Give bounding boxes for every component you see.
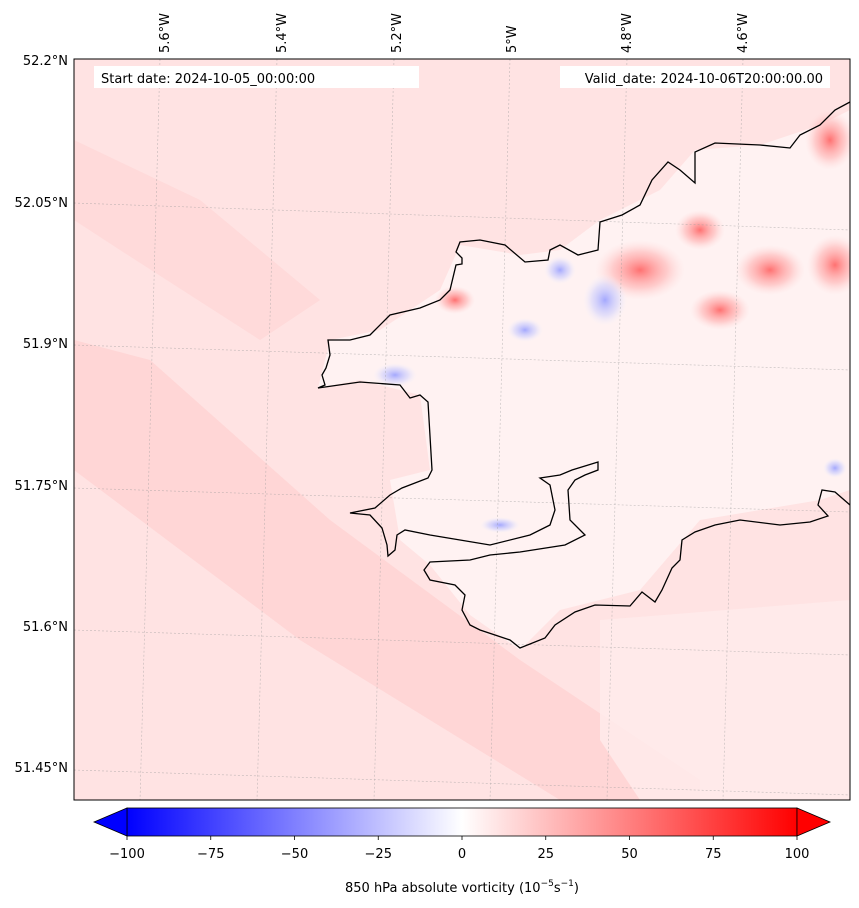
lat-label: 51.45°N — [15, 761, 68, 776]
colorbar-tick-label: 75 — [705, 847, 722, 862]
colorbar-ticks: −100 −75 −50 −25 0 25 50 75 100 — [109, 836, 809, 862]
start-date-box — [94, 66, 419, 88]
vorticity-band — [74, 140, 320, 340]
vorticity-min — [583, 274, 627, 326]
lat-label: 51.9°N — [23, 337, 68, 352]
colorbar-tick-label: −100 — [109, 847, 145, 862]
vorticity-max — [805, 110, 850, 170]
colorbar-label: 850 hPa absolute vorticity (10−5s−1) — [345, 879, 579, 896]
vorticity-max — [690, 290, 750, 330]
colorbar-tick-label: 25 — [537, 847, 554, 862]
vorticity-min — [507, 318, 543, 342]
lat-label: 51.75°N — [15, 479, 68, 494]
vorticity-min — [823, 458, 847, 478]
vorticity-min — [544, 256, 576, 284]
start-date-label: Start date: 2024-10-05_00:00:00 — [101, 72, 315, 87]
lat-label: 52.05°N — [15, 196, 68, 211]
coastline — [317, 101, 850, 649]
valid-date-label: Valid_date: 2024-10-06T20:00:00.00 — [585, 72, 823, 87]
colorbar-extend-min — [92, 807, 128, 837]
vorticity-max — [435, 286, 475, 314]
colorbar-tick-label: −25 — [365, 847, 392, 862]
colorbar: −100 −75 −50 −25 0 25 50 75 100 850 hPa absolute… — [92, 807, 832, 896]
map-frame — [73, 58, 851, 801]
lat-label: 52.2°N — [23, 54, 68, 69]
vorticity-max — [807, 235, 850, 295]
longitude-labels: 5.6°W 5.4°W 5.2°W 5°W 4.8°W 4.6°W — [158, 13, 751, 53]
vorticity-band — [74, 340, 700, 800]
latitude-labels: 52.2°N 52.05°N 51.9°N 51.75°N 51.6°N 51.… — [15, 54, 68, 776]
lon-label: 5.4°W — [275, 13, 290, 53]
vorticity-band — [600, 600, 850, 800]
lon-label: 5°W — [505, 25, 520, 53]
colorbar-body — [126, 807, 798, 837]
colorbar-tick-label: 100 — [785, 847, 810, 862]
valid-date-box — [560, 66, 830, 88]
graticule — [74, 59, 850, 800]
vorticity-min — [480, 517, 520, 533]
colorbar-tick-label: −75 — [197, 847, 224, 862]
lon-label: 5.2°W — [390, 13, 405, 53]
lon-label: 5.6°W — [158, 13, 173, 53]
colorbar-tick-label: 50 — [621, 847, 638, 862]
vorticity-max — [735, 245, 805, 295]
vorticity-min — [373, 363, 417, 387]
colorbar-tick-label: 0 — [458, 847, 466, 862]
lon-label: 4.8°W — [620, 13, 635, 53]
map-panel[interactable] — [74, 59, 859, 800]
land-interior-field — [318, 110, 850, 650]
vorticity-max — [675, 210, 725, 250]
colorbar-tick-label: −50 — [281, 847, 308, 862]
lon-label: 4.6°W — [736, 13, 751, 53]
lat-label: 51.6°N — [23, 620, 68, 635]
colorbar-extend-max — [796, 807, 832, 837]
